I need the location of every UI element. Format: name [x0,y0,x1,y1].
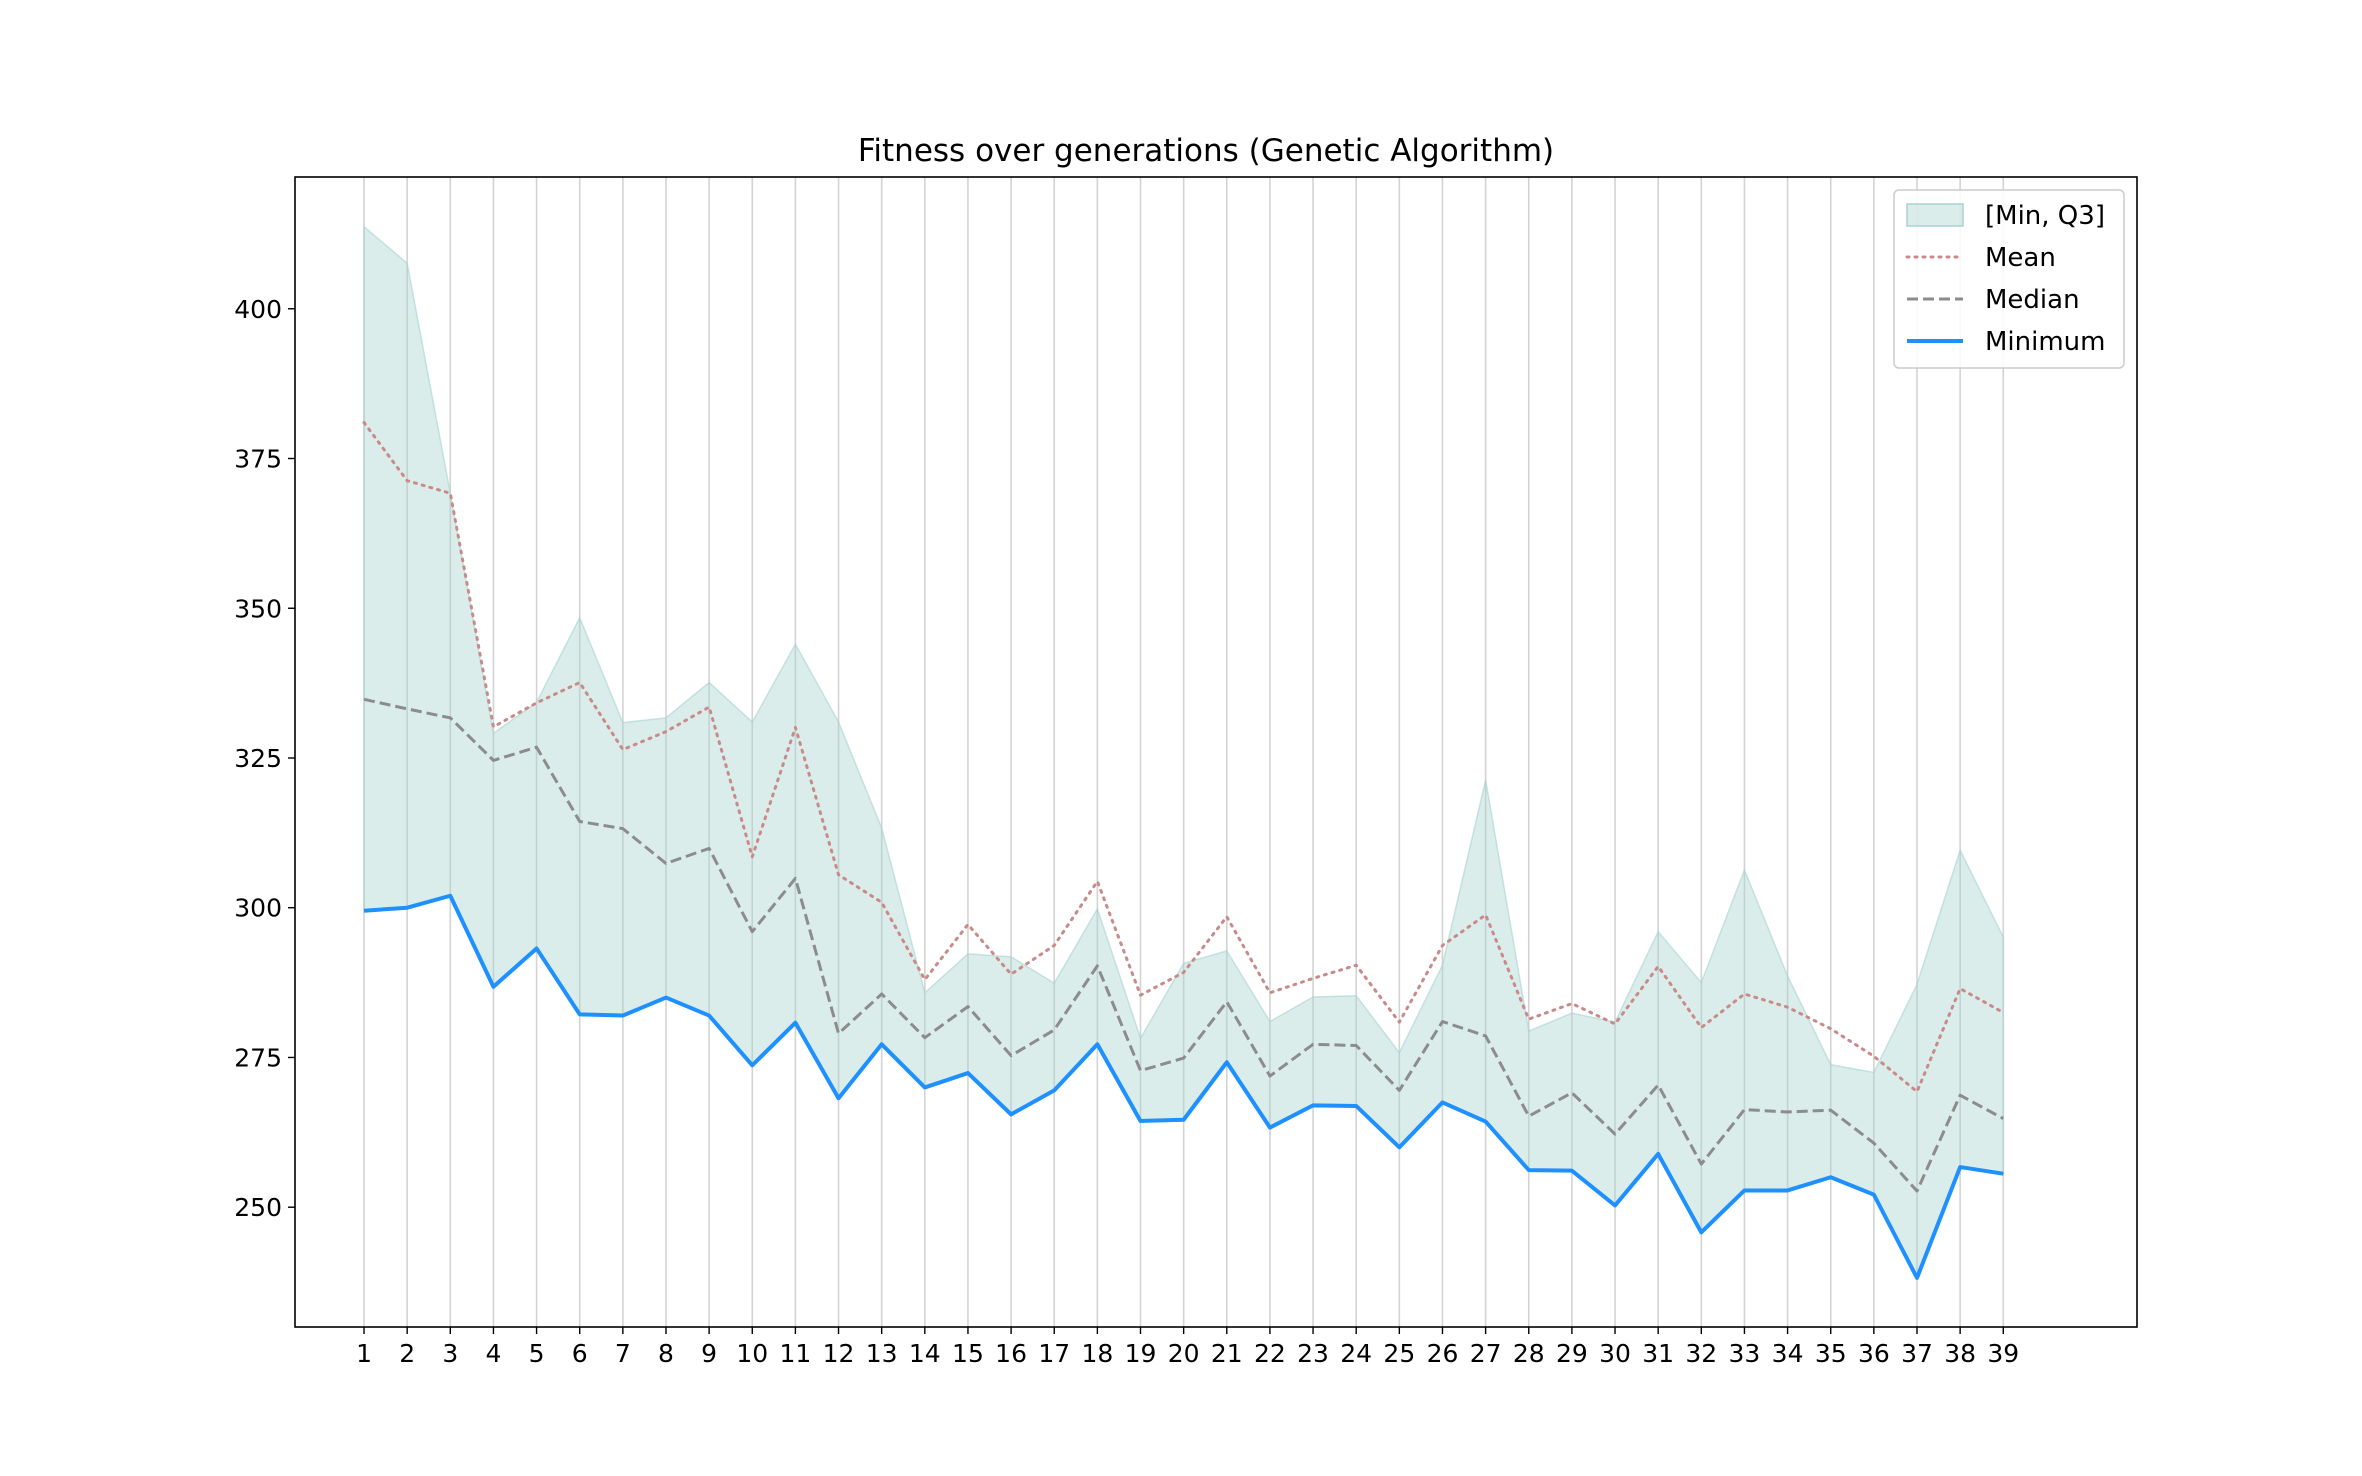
x-tick-label: 22 [1254,1339,1286,1368]
x-tick-label: 11 [779,1339,811,1368]
x-tick-label: 2 [399,1339,415,1368]
x-tick-label: 13 [866,1339,898,1368]
x-tick-label: 20 [1168,1339,1200,1368]
x-tick-label: 21 [1211,1339,1243,1368]
x-tick-label: 38 [1944,1339,1976,1368]
x-tick-label: 5 [529,1339,545,1368]
x-tick-label: 6 [572,1339,588,1368]
x-tick-label: 16 [995,1339,1027,1368]
y-tick-label: 350 [234,594,282,623]
legend: [Min, Q3] Mean Median Minimum [1893,189,2125,369]
series-minimum-line [363,893,2004,1280]
legend-swatch-band [1906,203,1964,227]
plot-frame [294,176,2138,1328]
y-tick-label: 300 [234,894,282,923]
x-tick-label: 28 [1513,1339,1545,1368]
x-tick-label: 31 [1642,1339,1674,1368]
legend-label-mean: Mean [1985,243,2056,273]
x-tick-label: 34 [1772,1339,1804,1368]
x-tick-label: 27 [1470,1339,1502,1368]
x-tick-label: 33 [1729,1339,1761,1368]
series-mean-line [362,421,2005,1094]
series-median-line [363,697,2004,1193]
legend-box [1893,189,2125,369]
x-tick-label: 25 [1383,1339,1415,1368]
x-tick-label: 24 [1340,1339,1372,1368]
x-tick-label: 26 [1427,1339,1459,1368]
x-tick-label: 37 [1901,1339,1933,1368]
x-tick-label: 9 [701,1339,717,1368]
line-layer [362,421,2005,1280]
legend-label-minimum: Minimum [1985,327,2106,357]
x-tick-label: 12 [823,1339,855,1368]
y-tick-label: 250 [234,1193,282,1222]
y-tick-label: 275 [234,1043,282,1072]
y-tick-label: 375 [234,445,282,474]
y-tick-label: 325 [234,744,282,773]
chart-title: Fitness over generations (Genetic Algori… [858,133,1554,169]
x-tick-label: 30 [1599,1339,1631,1368]
x-tick-label: 18 [1081,1339,1113,1368]
x-tick-label: 7 [615,1339,631,1368]
x-tick-label: 10 [736,1339,768,1368]
x-tick-label: 14 [909,1339,941,1368]
x-tick-label: 1 [356,1339,372,1368]
x-axis: 1 2 3 4 5 6 7 8 9 10 11 12 13 14 15 16 17 18 19 20 21 22 23 24 2… [356,1327,2019,1368]
y-axis: 250 275 300 325 350 375 400 [234,295,295,1222]
legend-label-median: Median [1985,285,2080,315]
x-tick-label: 35 [1815,1339,1847,1368]
x-tick-label: 4 [485,1339,501,1368]
legend-label-band: [Min, Q3] [1985,201,2105,231]
y-tick-label: 400 [234,295,282,324]
x-tick-label: 32 [1685,1339,1717,1368]
x-tick-label: 17 [1038,1339,1070,1368]
x-tick-label: 3 [442,1339,458,1368]
x-tick-label: 36 [1858,1339,1890,1368]
x-tick-label: 8 [658,1339,674,1368]
x-tick-label: 15 [952,1339,984,1368]
x-tick-label: 23 [1297,1339,1329,1368]
x-tick-label: 29 [1556,1339,1588,1368]
x-tick-label: 39 [1987,1339,2019,1368]
x-tick-label: 19 [1125,1339,1157,1368]
